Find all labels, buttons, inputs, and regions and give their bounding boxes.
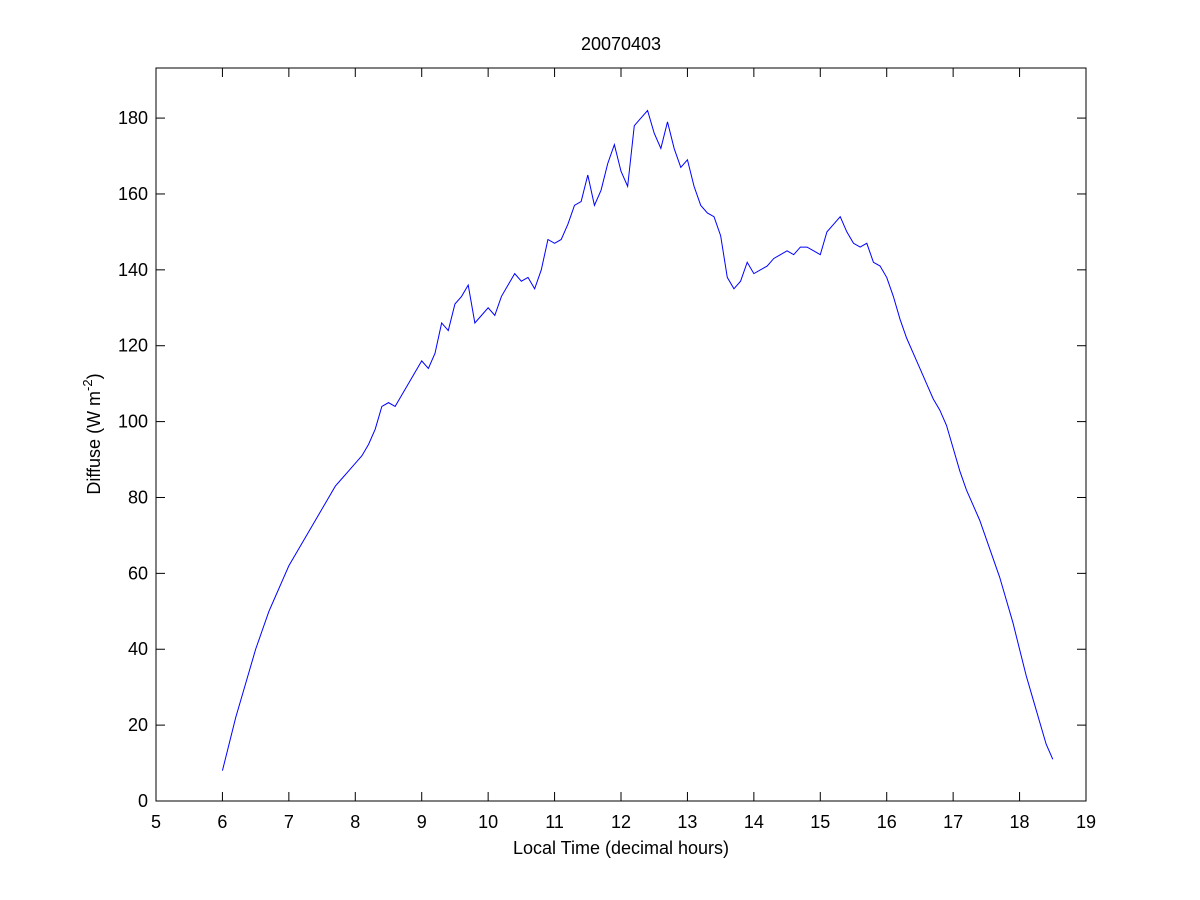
x-tick-label: 11 (545, 812, 564, 832)
y-axis-label: Diffuse (W m-2) (80, 373, 104, 494)
x-tick-label: 9 (417, 812, 427, 832)
y-tick-label: 100 (118, 412, 148, 432)
x-tick-label: 19 (1076, 812, 1096, 832)
x-tick-label: 13 (677, 812, 697, 832)
x-tick-label: 16 (877, 812, 897, 832)
y-tick-label: 120 (118, 336, 148, 356)
x-tick-label: 15 (810, 812, 830, 832)
y-label-main: Diffuse (W m (84, 391, 104, 495)
x-tick-label: 17 (943, 812, 963, 832)
y-label-end: ) (84, 373, 104, 379)
data-line (221, 109, 1054, 771)
x-tick-label: 7 (284, 812, 294, 832)
x-tick-label: 5 (151, 812, 161, 832)
y-tick-label: 140 (118, 260, 148, 280)
x-tick-label: 14 (744, 812, 764, 832)
x-axis-label: Local Time (decimal hours) (513, 838, 729, 858)
y-tick-label: 160 (118, 184, 148, 204)
y-label-sup: -2 (80, 379, 95, 391)
y-tick-label: 20 (128, 715, 148, 735)
y-tick-label: 80 (128, 487, 148, 507)
y-tick-label: 60 (128, 563, 148, 583)
x-tick-label: 12 (611, 812, 631, 832)
x-tick-label: 6 (217, 812, 227, 832)
x-tick-label: 18 (1010, 812, 1030, 832)
x-tick-label: 10 (478, 812, 498, 832)
x-tick-label: 8 (350, 812, 360, 832)
chart-title: 20070403 (581, 34, 661, 54)
y-tick-label: 40 (128, 639, 148, 659)
y-tick-label: 180 (118, 108, 148, 128)
y-tick-label: 0 (138, 791, 148, 811)
